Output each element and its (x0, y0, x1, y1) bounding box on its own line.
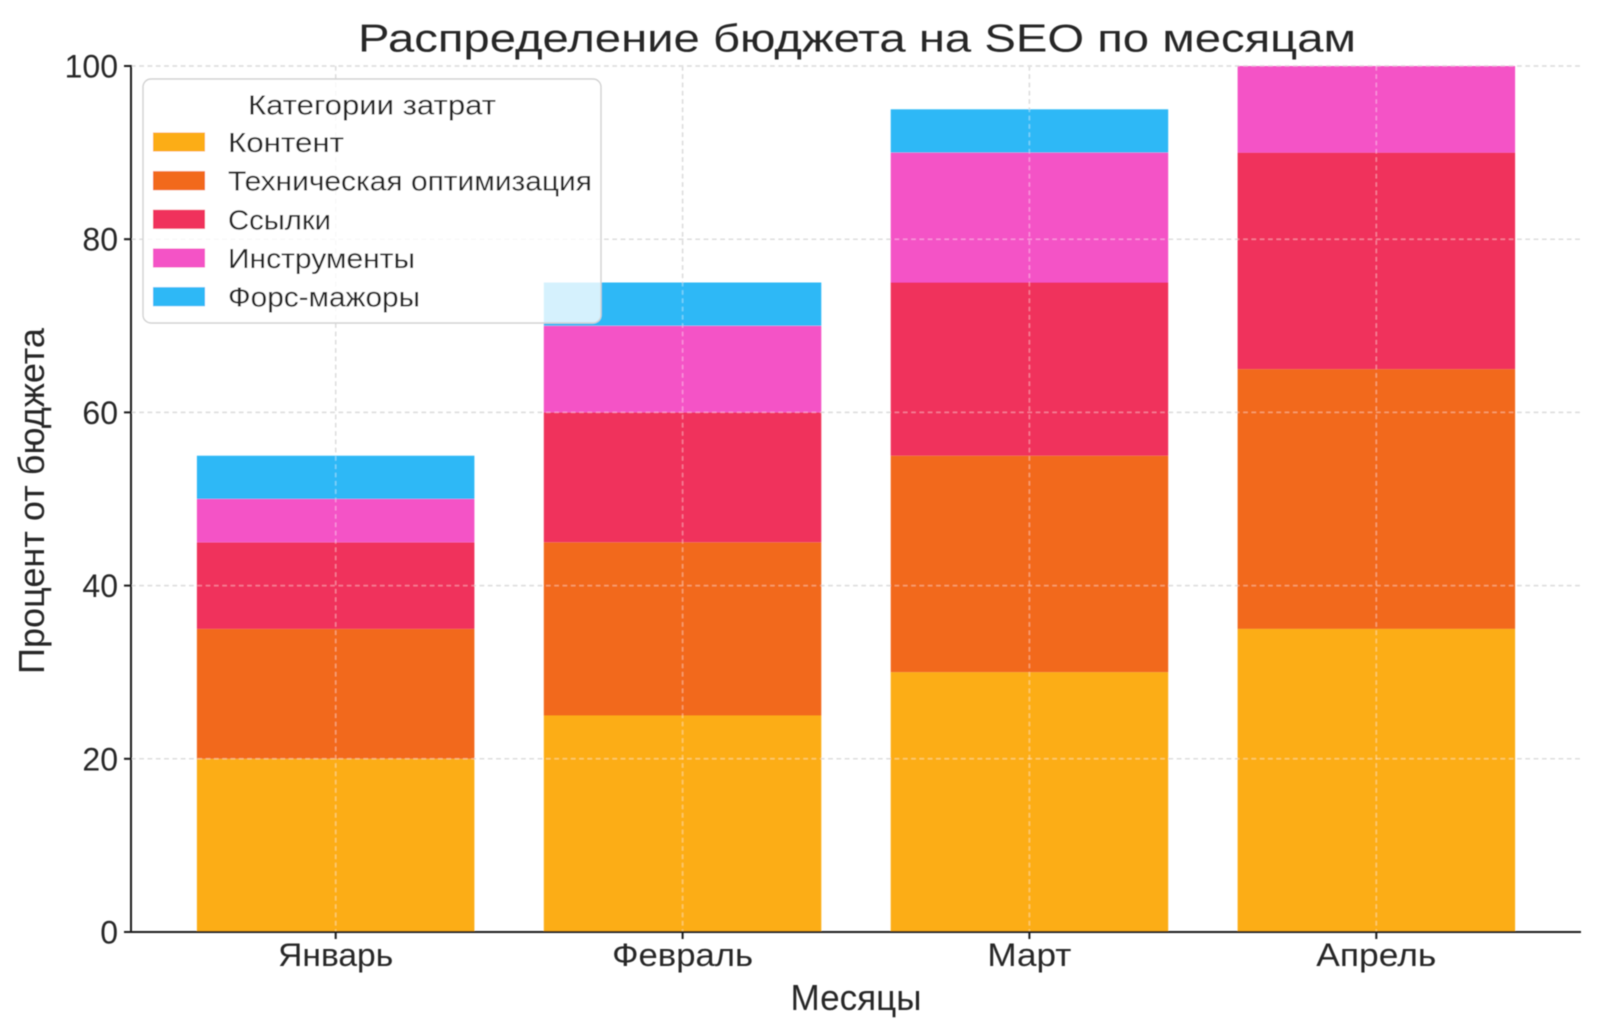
svg-text:20: 20 (82, 741, 118, 777)
svg-text:0: 0 (100, 915, 118, 951)
svg-text:Форс-мажоры: Форс-мажоры (228, 282, 420, 313)
svg-text:60: 60 (82, 395, 118, 431)
svg-text:80: 80 (82, 222, 118, 258)
svg-text:100: 100 (65, 49, 118, 85)
svg-text:Ссылки: Ссылки (228, 204, 331, 235)
svg-text:Месяцы: Месяцы (791, 977, 922, 1018)
svg-text:Распределение бюджета на SEO п: Распределение бюджета на SEO по месяцам (358, 18, 1356, 61)
svg-text:Март: Март (987, 937, 1071, 973)
svg-text:Техническая оптимизация: Техническая оптимизация (228, 166, 592, 197)
svg-text:Инструменты: Инструменты (228, 243, 415, 274)
svg-text:Январь: Январь (278, 937, 393, 973)
svg-text:Февраль: Февраль (612, 937, 753, 973)
svg-text:Контент: Контент (228, 127, 344, 158)
svg-text:Процент от бюджета: Процент от бюджета (11, 327, 52, 674)
svg-text:40: 40 (82, 568, 118, 604)
svg-text:Апрель: Апрель (1316, 937, 1436, 973)
svg-text:Категории затрат: Категории затрат (248, 89, 496, 120)
